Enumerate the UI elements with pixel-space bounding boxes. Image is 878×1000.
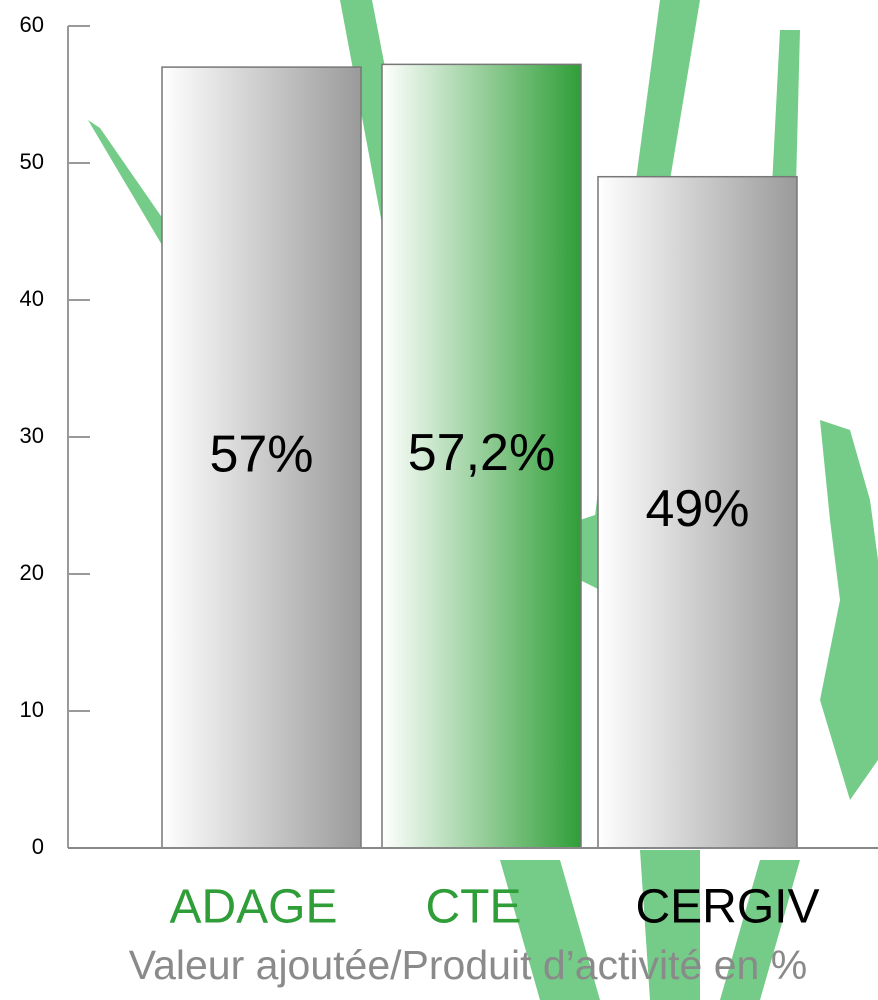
y-tick-label: 20 bbox=[20, 560, 44, 585]
bar bbox=[381, 63, 582, 849]
y-tick-label: 30 bbox=[20, 423, 44, 448]
x-tick-label: CTE bbox=[426, 881, 522, 934]
y-tick-label: 10 bbox=[20, 697, 44, 722]
y-tick-label: 60 bbox=[20, 12, 44, 37]
x-axis-label: Valeur ajoutée/Produit d’activité en % bbox=[129, 942, 807, 988]
bar bbox=[161, 66, 362, 849]
x-tick-label: ADAGE bbox=[169, 881, 337, 934]
value-label: 57,2% bbox=[408, 424, 555, 482]
y-tick-label: 50 bbox=[20, 149, 44, 174]
y-tick-label: 0 bbox=[32, 834, 44, 859]
value-label: 57% bbox=[209, 425, 313, 483]
value-label: 49% bbox=[645, 480, 749, 538]
y-tick-label: 40 bbox=[20, 286, 44, 311]
x-tick-label: CERGIV bbox=[635, 881, 819, 934]
bar bbox=[597, 175, 798, 849]
